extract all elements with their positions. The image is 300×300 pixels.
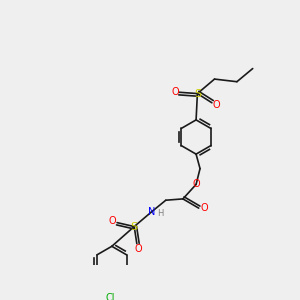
Text: N: N	[148, 207, 155, 217]
Text: O: O	[108, 216, 116, 226]
Text: S: S	[130, 222, 138, 232]
Text: O: O	[200, 203, 208, 213]
Text: S: S	[194, 88, 201, 99]
Text: Cl: Cl	[106, 293, 115, 300]
Text: O: O	[212, 100, 220, 110]
Text: O: O	[134, 244, 142, 254]
Text: O: O	[192, 179, 200, 189]
Text: H: H	[157, 209, 164, 218]
Text: O: O	[171, 87, 179, 97]
